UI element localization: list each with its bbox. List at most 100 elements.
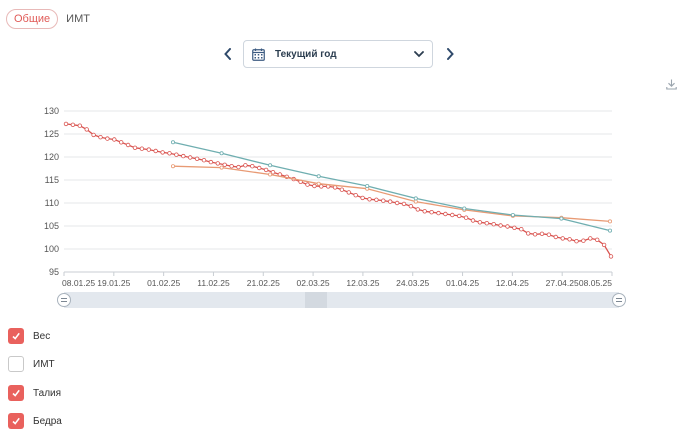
download-icon — [666, 79, 677, 90]
chevron-down-icon — [414, 50, 424, 57]
data-point — [201, 157, 207, 163]
x-tick-label: 01.04.25 — [446, 278, 479, 288]
data-point — [588, 236, 593, 241]
data-point — [257, 165, 262, 171]
data-point — [498, 223, 503, 228]
data-point — [84, 127, 89, 132]
data-point — [526, 231, 531, 236]
data-point — [268, 172, 273, 177]
data-point — [167, 151, 172, 156]
data-point — [219, 151, 224, 156]
download-button[interactable] — [666, 77, 677, 95]
x-axis: 08.01.25 19.01.25 01.02.25 11.02.25 21.02.25… — [62, 272, 613, 288]
legend-weight[interactable]: Вес — [8, 328, 50, 344]
data-point — [112, 137, 117, 142]
data-point — [243, 163, 248, 168]
data-point — [229, 163, 234, 169]
data-point — [560, 236, 565, 241]
y-tick-label: 130 — [44, 106, 59, 116]
y-tick-label: 120 — [44, 152, 59, 162]
series-line-0 — [65, 123, 612, 257]
data-point — [316, 181, 321, 186]
data-point — [215, 161, 220, 166]
data-point — [567, 237, 572, 242]
data-point — [450, 212, 455, 218]
data-point — [436, 210, 441, 216]
data-point — [595, 237, 600, 242]
y-tick-label: 115 — [45, 175, 59, 185]
data-point — [443, 211, 448, 217]
chart-grid — [64, 110, 612, 273]
x-tick-label: 12.04.25 — [496, 278, 529, 288]
legend-waist[interactable]: Талия — [8, 385, 61, 401]
series-line-1 — [172, 165, 611, 223]
data-point — [477, 220, 483, 225]
data-point — [415, 207, 420, 212]
data-point — [457, 213, 462, 219]
data-point — [574, 238, 579, 244]
data-point — [374, 197, 379, 202]
prev-period-button[interactable] — [221, 46, 235, 62]
tab-general[interactable]: Общие — [6, 9, 59, 29]
x-tick-label: 08.05.25 — [579, 278, 612, 288]
zoom-handle-right[interactable] — [612, 293, 626, 307]
checkmark-icon — [12, 332, 20, 340]
data-point — [139, 146, 145, 151]
period-select[interactable]: Текущий год — [243, 40, 433, 68]
weight-checkbox[interactable] — [8, 328, 24, 344]
data-point — [181, 153, 186, 159]
data-point — [381, 198, 386, 203]
bmi-checkbox[interactable] — [8, 356, 24, 372]
checkmark-icon — [12, 389, 20, 397]
chart-series — [63, 121, 614, 259]
data-point — [519, 226, 524, 232]
tab-bmi[interactable]: ИМТ — [66, 13, 90, 25]
next-period-button[interactable] — [443, 46, 457, 62]
data-point — [608, 228, 613, 233]
waist-checkbox[interactable] — [8, 385, 24, 401]
data-point — [174, 152, 179, 157]
x-tick-label: 01.02.25 — [147, 278, 180, 288]
checkmark-icon — [12, 417, 20, 425]
x-tick-label: 21.02.25 — [247, 278, 280, 288]
data-point — [305, 182, 310, 187]
data-point — [422, 209, 427, 214]
legend-bmi[interactable]: ИМТ — [8, 356, 55, 372]
data-point — [365, 183, 370, 188]
data-point — [608, 219, 613, 224]
x-tick-label: 27.04.25 — [546, 278, 579, 288]
data-point — [394, 200, 400, 206]
hips-checkbox[interactable] — [8, 413, 24, 429]
x-tick-label: 19.01.25 — [97, 278, 130, 288]
zoom-handle-left[interactable] — [57, 293, 71, 307]
y-axis: 95 100 105 110 115 120 125 130 — [44, 106, 59, 277]
period-label: Текущий год — [275, 48, 337, 60]
tab-bar: Общие ИМТ — [6, 9, 97, 29]
data-point — [608, 254, 614, 259]
x-tick-label: 24.03.25 — [396, 278, 429, 288]
x-tick-label: 02.03.25 — [297, 278, 330, 288]
data-point — [367, 197, 372, 202]
data-point — [491, 221, 496, 227]
data-point — [601, 242, 607, 248]
data-point — [236, 164, 241, 170]
data-point — [532, 232, 538, 237]
y-tick-label: 110 — [45, 198, 59, 208]
data-point — [408, 203, 414, 209]
data-point — [546, 232, 552, 237]
legend-label-waist: Талия — [33, 387, 62, 399]
data-point — [268, 163, 273, 168]
legend-hips[interactable]: Бедра — [8, 413, 62, 429]
zoom-navigator[interactable] — [57, 292, 626, 308]
data-point — [463, 215, 469, 220]
data-point — [581, 238, 586, 243]
data-point — [105, 136, 110, 141]
data-point — [270, 169, 276, 175]
data-point — [70, 122, 76, 127]
data-point — [484, 220, 489, 226]
data-point — [505, 224, 510, 229]
data-point — [413, 199, 418, 204]
y-tick-label: 125 — [44, 129, 59, 139]
data-point — [98, 134, 103, 140]
data-point — [170, 140, 175, 145]
